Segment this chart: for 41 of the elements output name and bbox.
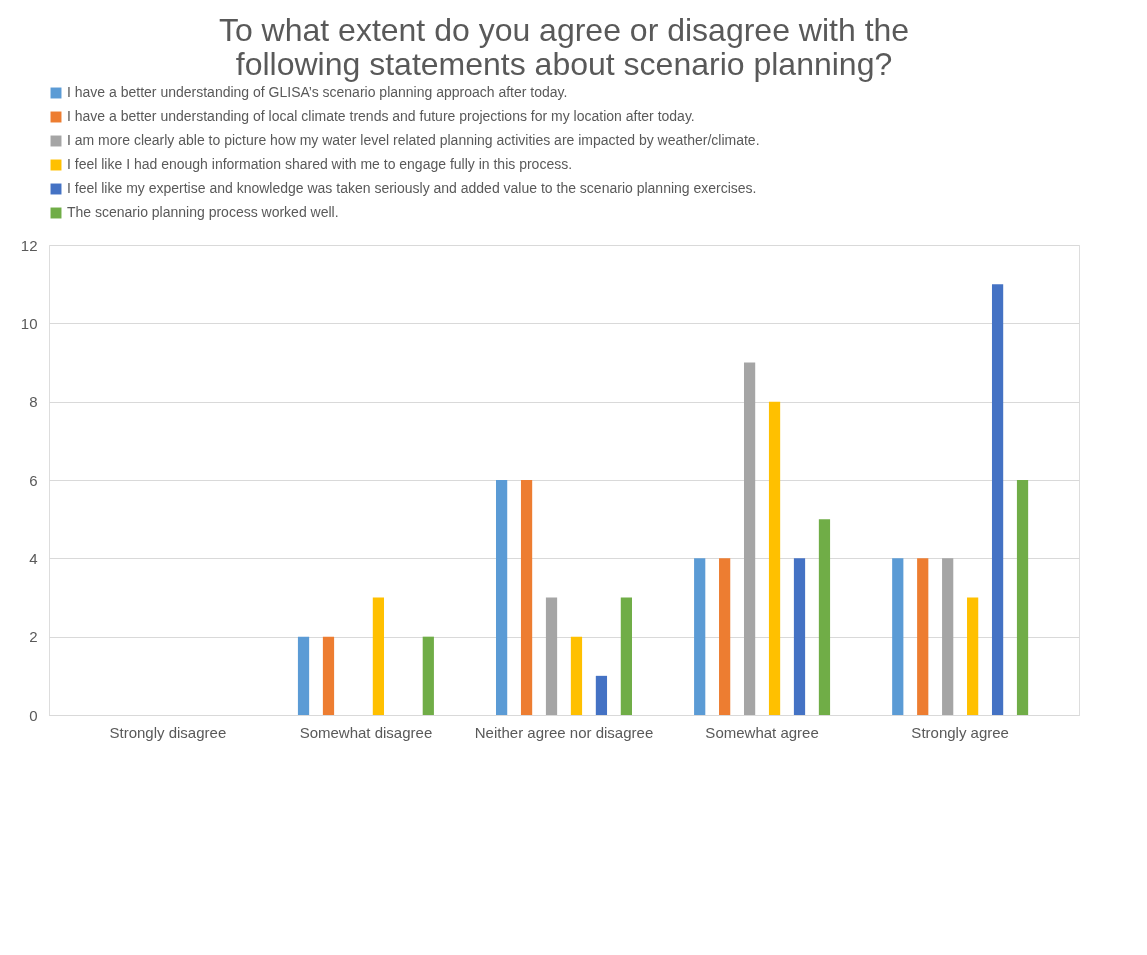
bar — [793, 558, 806, 715]
bar — [768, 401, 781, 715]
legend-label: I have a better understanding of GLISA’s scenario planning approach after today. — [67, 84, 568, 100]
bar — [422, 636, 434, 715]
bar — [496, 480, 508, 715]
y-tick-label: 8 — [29, 393, 38, 411]
bar — [917, 558, 929, 715]
legend-label: I am more clearly able to picture how my water level related planning activities are impacted by weather/climate. — [67, 132, 760, 148]
bar — [719, 558, 731, 715]
bar — [297, 636, 310, 715]
bar — [967, 597, 979, 715]
bar — [322, 636, 335, 715]
x-tick-label: Strongly agree — [911, 723, 1009, 741]
y-tick-label: 4 — [29, 549, 38, 567]
x-tick-label: Neither agree nor disagree — [474, 723, 654, 741]
bar — [991, 284, 1004, 715]
y-tick-label: 12 — [20, 236, 38, 254]
legend-label: I have a better understanding of local climate trends and future projections for my location after today. — [67, 108, 695, 124]
y-tick-label: 0 — [29, 706, 38, 724]
bar — [694, 558, 706, 715]
y-tick-label: 10 — [20, 314, 38, 332]
chart-title: To what extent do you agree or disagree with the following statements about scenario planning? — [218, 12, 910, 82]
bar — [595, 675, 608, 715]
legend-label: I feel like I had enough information shared with me to engage fully in this process. — [67, 156, 573, 172]
bar — [545, 597, 558, 715]
x-tick-label: Somewhat disagree — [299, 723, 433, 741]
bar — [818, 519, 831, 715]
x-tick-label: Strongly disagree — [109, 723, 227, 741]
y-tick-label: 6 — [29, 471, 38, 489]
bar — [620, 597, 632, 715]
bar — [570, 636, 583, 715]
bar — [743, 362, 756, 715]
legend-label: I feel like my expertise and knowledge was taken seriously and added value to the scenario planning exercises. — [67, 180, 757, 196]
bar — [1016, 480, 1029, 715]
bar — [520, 480, 533, 715]
legend-label: The scenario planning process worked well. — [67, 204, 339, 220]
y-tick-label: 2 — [29, 628, 38, 646]
bar — [892, 558, 904, 715]
bar — [372, 597, 385, 715]
x-tick-label: Somewhat agree — [705, 723, 819, 741]
bar — [942, 558, 954, 715]
